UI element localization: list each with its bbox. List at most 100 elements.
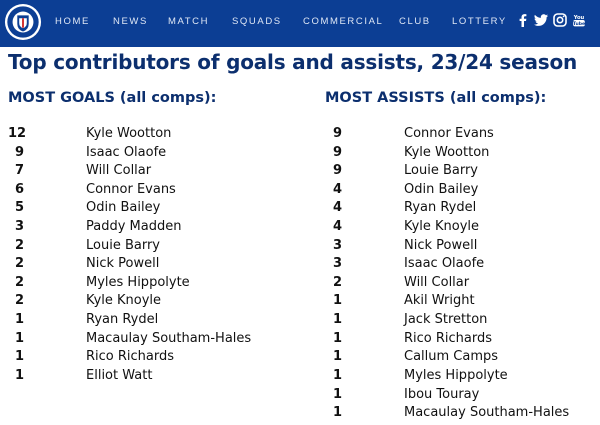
player-name: Connor Evans — [404, 126, 494, 141]
page-title: Top contributors of goals and assists, 2… — [8, 50, 578, 74]
assists-count: 4 — [333, 219, 343, 235]
nav-link-squads[interactable]: SQUADS — [232, 16, 282, 27]
player-name: Isaac Olaofe — [404, 256, 485, 272]
assists-row: 4 Ryan Rydel — [333, 199, 598, 218]
assists-row: 4 Kyle Knoyle — [333, 218, 598, 237]
goals-row: 1 Elliot Watt — [8, 367, 308, 386]
assists-count: 4 — [333, 181, 343, 197]
assists-count: 1 — [333, 293, 343, 309]
top-navigation-bar: HOME NEWS MATCH SQUADS COMMERCIAL CLUB L… — [0, 0, 600, 47]
player-name: Ibou Touray — [404, 386, 480, 402]
goals-row: 1 Rico Richards — [8, 348, 308, 367]
player-name: Connor Evans — [86, 181, 176, 197]
goals-row: 1 Ryan Rydel — [8, 311, 308, 330]
assists-row: 1 Callum Camps — [333, 348, 598, 367]
assists-row: 9 Kyle Wootton — [333, 144, 598, 163]
player-name: Nick Powell — [404, 237, 478, 253]
assists-count: 1 — [333, 349, 343, 365]
assists-count: 2 — [333, 274, 343, 290]
player-name: Will Collar — [86, 163, 152, 179]
goals-row: 2 Kyle Knoyle — [8, 292, 308, 311]
assists-count: 3 — [333, 256, 343, 272]
player-name: Will Collar — [404, 274, 470, 290]
assists-count: 1 — [333, 312, 343, 328]
player-name: Ryan Rydel — [86, 312, 159, 328]
player-name: Louie Barry — [404, 163, 478, 179]
assists-count: 1 — [333, 386, 343, 402]
player-name: Rico Richards — [404, 330, 493, 346]
goals-row: 3 Paddy Madden — [8, 218, 308, 237]
player-name: Myles Hippolyte — [404, 367, 508, 383]
nav-link-news[interactable]: NEWS — [113, 16, 148, 27]
assists-row: 9 Connor Evans — [333, 125, 598, 144]
assists-row: 4 Odin Bailey — [333, 181, 598, 200]
goals-list: 12 Kyle Wootton 9 Isaac Olaofe 7 Will Colla… — [8, 125, 308, 386]
svg-text:You: You — [573, 15, 585, 21]
assists-count: 9 — [333, 144, 343, 160]
player-name: Kyle Wootton — [86, 126, 172, 141]
assists-row: 9 Louie Barry — [333, 162, 598, 181]
assists-count: 3 — [333, 237, 343, 253]
youtube-icon[interactable]: You Tube — [571, 12, 587, 28]
player-name: Rico Richards — [86, 349, 175, 365]
goals-count: 1 — [15, 330, 25, 346]
most-goals-heading: MOST GOALS (all comps): — [8, 90, 217, 106]
assists-row: 1 Ibou Touray — [333, 386, 598, 405]
nav-link-commercial[interactable]: COMMERCIAL — [303, 16, 384, 27]
assists-count: 4 — [333, 200, 343, 216]
goals-row: 2 Louie Barry — [8, 237, 308, 256]
assists-row: 2 Will Collar — [333, 274, 598, 293]
goals-row: 6 Connor Evans — [8, 181, 308, 200]
club-crest-logo[interactable] — [4, 3, 42, 41]
player-name: Macaulay Southam-Hales — [86, 330, 252, 346]
goals-count: 2 — [15, 274, 25, 290]
player-name: Paddy Madden — [86, 219, 182, 235]
player-name: Jack Stretton — [404, 312, 488, 328]
assists-count: 9 — [333, 126, 343, 141]
player-name: Nick Powell — [86, 256, 160, 272]
goals-count: 1 — [15, 312, 25, 328]
goals-count: 5 — [15, 200, 25, 216]
nav-link-match[interactable]: MATCH — [168, 16, 210, 27]
player-name: Kyle Knoyle — [404, 219, 480, 235]
goals-row: 9 Isaac Olaofe — [8, 144, 308, 163]
player-name: Odin Bailey — [86, 200, 161, 216]
twitter-icon[interactable] — [533, 12, 549, 28]
instagram-icon[interactable] — [552, 12, 568, 28]
nav-link-club[interactable]: CLUB — [399, 16, 431, 27]
assists-row: 3 Nick Powell — [333, 237, 598, 256]
goals-count: 12 — [8, 126, 27, 141]
nav-link-lottery[interactable]: LOTTERY — [452, 16, 507, 27]
goals-count: 9 — [15, 144, 25, 160]
nav-link-home[interactable]: HOME — [55, 16, 90, 27]
assists-row: 1 Macaulay Southam-Hales — [333, 404, 598, 423]
goals-count: 2 — [15, 256, 25, 272]
goals-row: 2 Myles Hippolyte — [8, 274, 308, 293]
assists-count: 9 — [333, 163, 343, 179]
player-name: Ryan Rydel — [404, 200, 477, 216]
assists-count: 1 — [333, 367, 343, 383]
player-name: Isaac Olaofe — [86, 144, 167, 160]
goals-count: 6 — [15, 181, 25, 197]
goals-row: 1 Macaulay Southam-Hales — [8, 330, 308, 349]
player-name: Kyle Knoyle — [86, 293, 162, 309]
player-name: Kyle Wootton — [404, 144, 490, 160]
goals-count: 7 — [15, 163, 25, 179]
svg-text:Tube: Tube — [573, 21, 585, 27]
assists-row: 1 Akil Wright — [333, 292, 598, 311]
player-name: Callum Camps — [404, 349, 499, 365]
goals-count: 1 — [15, 349, 25, 365]
assists-count: 1 — [333, 330, 343, 346]
player-name: Odin Bailey — [404, 181, 479, 197]
goals-count: 3 — [15, 219, 25, 235]
facebook-icon[interactable] — [515, 12, 531, 28]
goals-row: 5 Odin Bailey — [8, 199, 308, 218]
assists-row: 1 Jack Stretton — [333, 311, 598, 330]
player-name: Myles Hippolyte — [86, 274, 190, 290]
goals-count: 2 — [15, 293, 25, 309]
assists-list: 9 Connor Evans 9 Kyle Wootton 9 Louie Barry… — [333, 125, 598, 423]
assists-count: 1 — [333, 405, 343, 421]
most-assists-heading: MOST ASSISTS (all comps): — [325, 90, 547, 106]
goals-count: 2 — [15, 237, 25, 253]
player-name: Elliot Watt — [86, 367, 153, 383]
